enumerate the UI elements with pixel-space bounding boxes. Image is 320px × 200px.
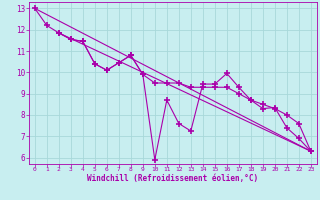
X-axis label: Windchill (Refroidissement éolien,°C): Windchill (Refroidissement éolien,°C) bbox=[87, 174, 258, 183]
